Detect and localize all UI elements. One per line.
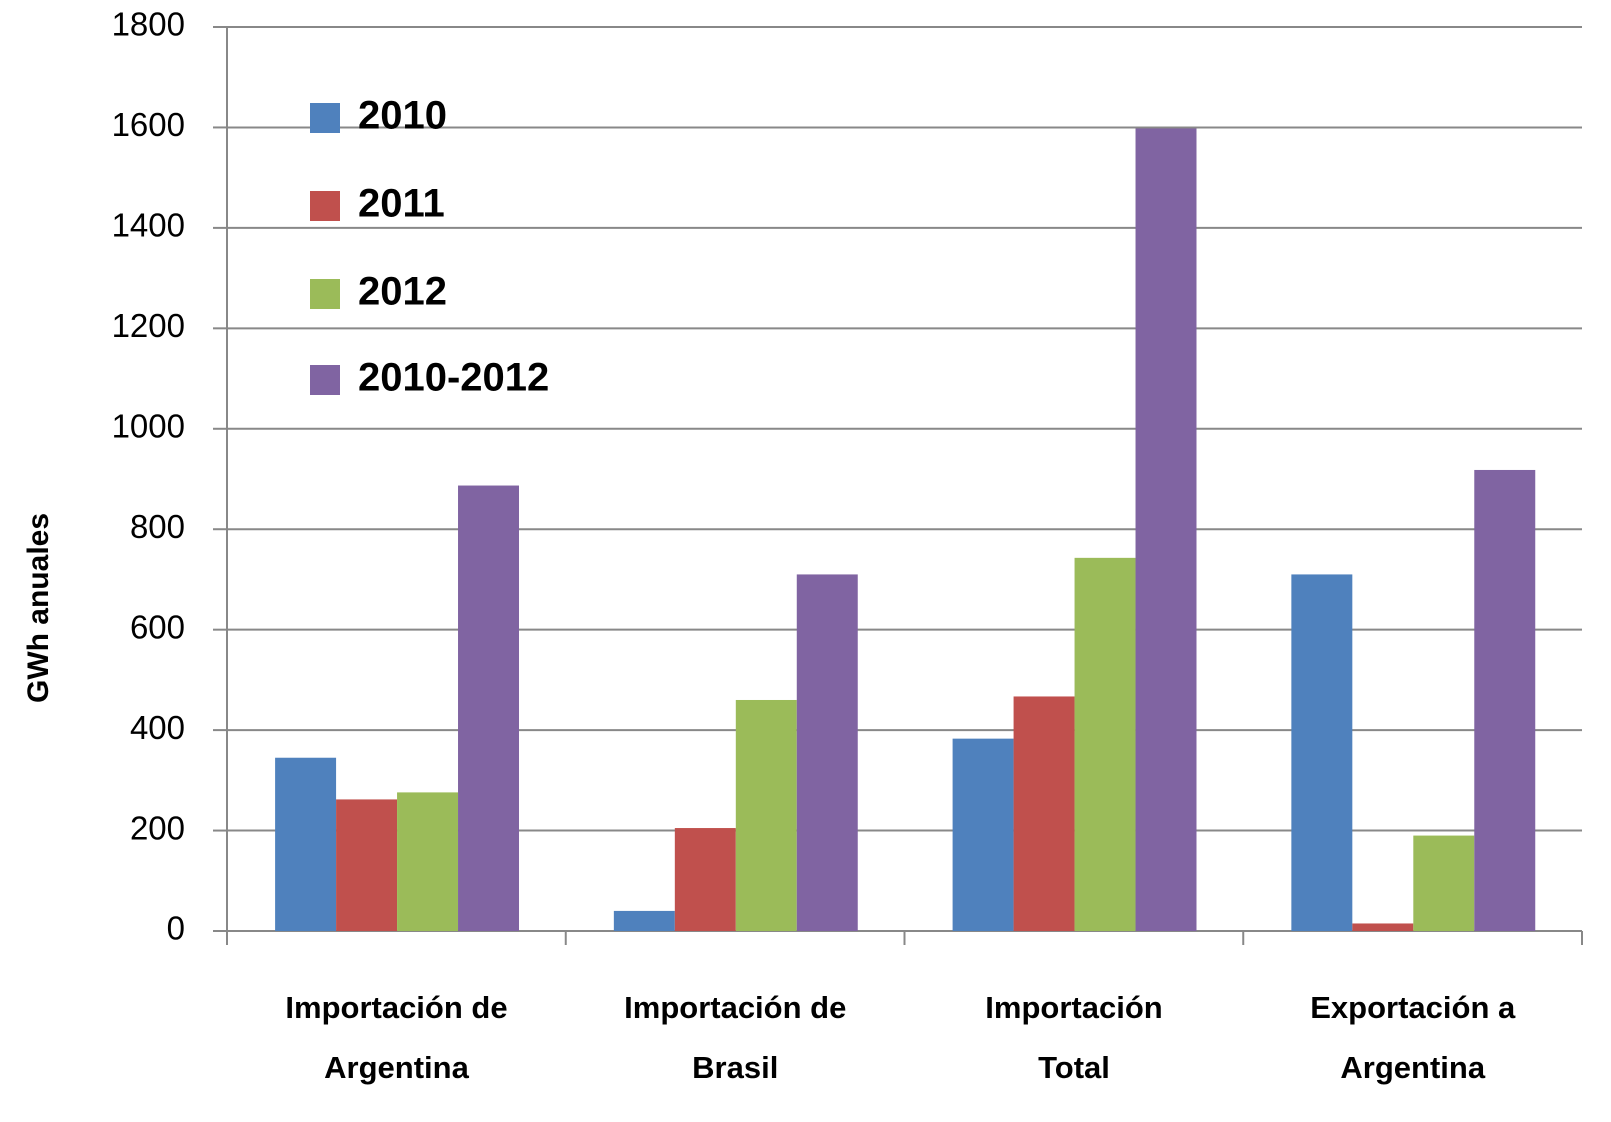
y-tick-label: 400 (130, 709, 185, 746)
bar (796, 574, 858, 931)
bar (735, 699, 797, 931)
y-tick-label: 600 (130, 608, 185, 645)
y-tick-label: 1800 (112, 6, 185, 43)
bar (1013, 696, 1075, 931)
legend-label: 2012 (358, 270, 447, 314)
bar (397, 792, 459, 931)
y-tick-label: 1200 (112, 307, 185, 344)
bar (1291, 574, 1353, 931)
bar (1074, 557, 1136, 931)
y-tick-label: 1600 (112, 106, 185, 143)
bar (1474, 469, 1536, 931)
bar (458, 485, 520, 931)
y-axis-label: GWh anuales (22, 513, 55, 703)
legend-swatch (310, 103, 340, 133)
bar (674, 828, 736, 931)
legend-label: 2010 (358, 94, 447, 138)
legend-swatch (310, 191, 340, 221)
legend-label: 2011 (358, 182, 445, 226)
legend-swatch (310, 365, 340, 395)
legend-label: 2010-2012 (358, 356, 549, 400)
y-tick-label: 200 (130, 809, 185, 846)
y-tick-label: 1400 (112, 207, 185, 244)
x-tick-label: Importación de Argentina (285, 990, 508, 1085)
x-tick-label: Importación Total (985, 990, 1163, 1085)
y-tick-label: 0 (167, 910, 185, 947)
bar (613, 910, 675, 931)
bar (336, 799, 398, 931)
y-tick-label: 800 (130, 508, 185, 545)
bar (1413, 835, 1475, 931)
legend-swatch (310, 279, 340, 309)
bar (1352, 923, 1414, 931)
y-tick-label: 1000 (112, 407, 185, 444)
bar (1135, 128, 1197, 932)
bar (952, 738, 1014, 931)
x-tick-label: Exportación a Argentina (1310, 990, 1516, 1085)
bar (275, 757, 337, 931)
x-tick-label: Importación de Brasil (624, 990, 847, 1085)
